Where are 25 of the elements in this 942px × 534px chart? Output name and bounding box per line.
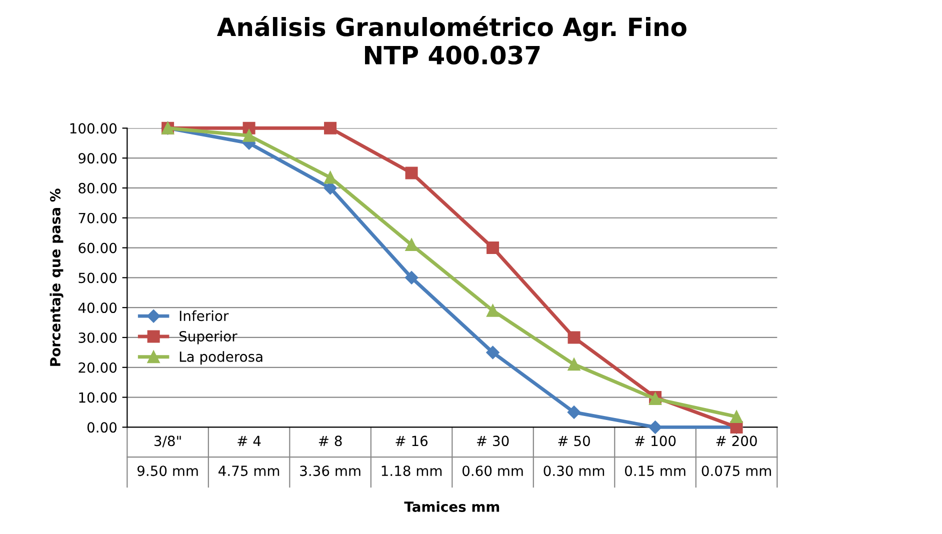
y-tick-label: 30.00 (78, 332, 117, 343)
y-tick-label: 90.00 (78, 153, 117, 164)
y-tick-label: 70.00 (78, 212, 117, 224)
legend-label: La poderosa (180, 351, 262, 365)
category-label: # 100 0.15 mm (624, 436, 686, 476)
legend-label: Inferior (180, 310, 229, 322)
y-tick-label: 0.00 (87, 422, 117, 433)
category-label: # 200 0.075 mm (702, 436, 771, 476)
category-label: # 4 4.75 mm (218, 436, 280, 476)
y-axis-title: Porcentaje que pasa % (50, 188, 64, 366)
y-tick-label: 10.00 (79, 392, 117, 403)
y-tick-label: 50.00 (78, 272, 117, 284)
y-tick-label: 100.00 (70, 123, 117, 134)
category-label: # 16 1.18 mm (382, 436, 442, 476)
category-label: # 30 0.60 mm (462, 436, 523, 476)
category-label: # 50 0.30 mm (544, 436, 604, 476)
category-label: # 8 3.36 mm (300, 436, 360, 476)
x-axis-title: Tamices mm (404, 501, 500, 512)
y-tick-label: 60.00 (78, 242, 117, 254)
y-tick-label: 40.00 (78, 302, 117, 314)
y-tick-label: 80.00 (78, 182, 117, 194)
legend-label: Superior (179, 330, 238, 344)
y-tick-label: 20.00 (78, 362, 117, 373)
category-label: 3/8" 9.50 mm (137, 436, 198, 476)
chart-title: Análisis Granulométrico Agr. Fino NTP 400.037 (216, 16, 686, 65)
